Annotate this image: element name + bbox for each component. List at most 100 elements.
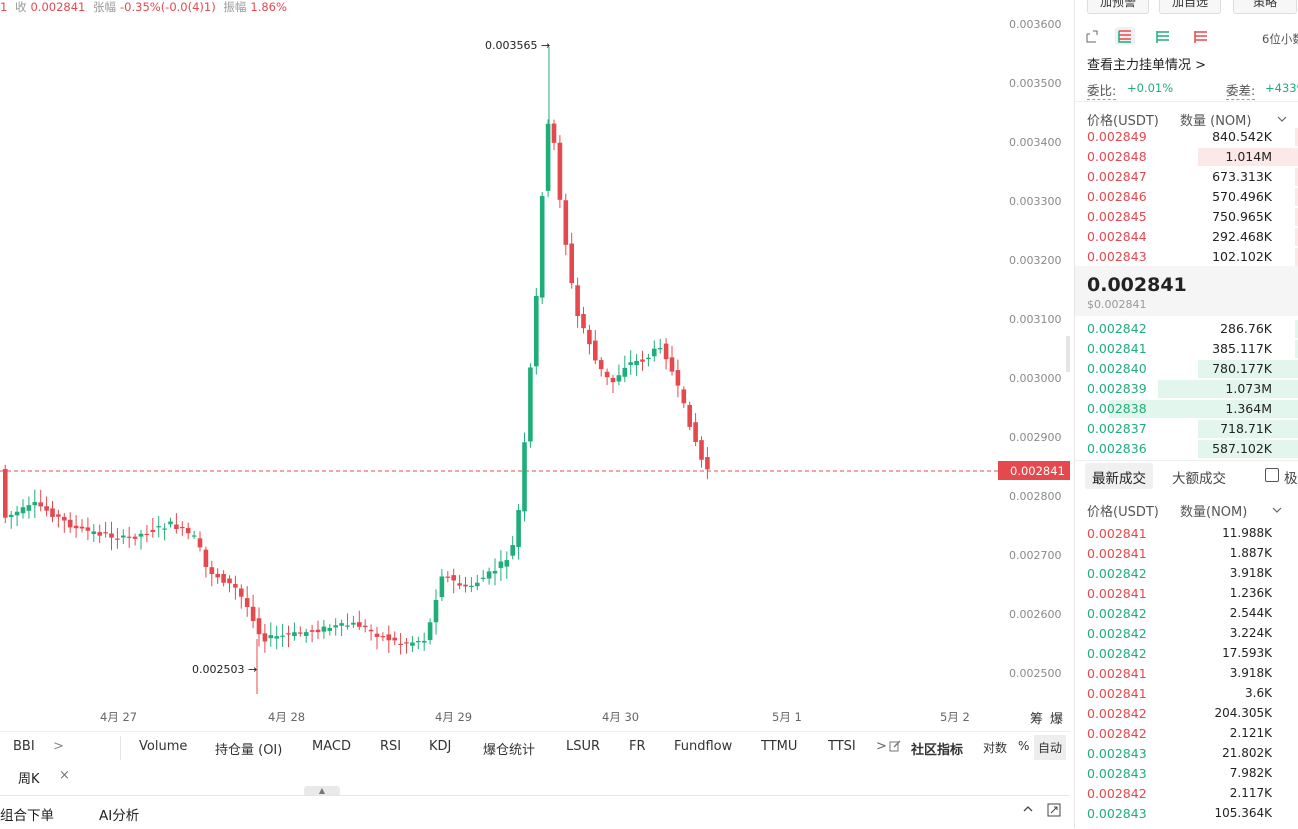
y-axis-label: 0.002500 xyxy=(1009,667,1062,680)
trade-row: 0.002842 2.544K xyxy=(1075,604,1298,624)
indicator-liquidation[interactable]: 爆仓统计 xyxy=(483,743,536,758)
candle xyxy=(351,622,356,625)
candle xyxy=(587,329,592,345)
ask-row[interactable]: 0.002848 1.014M xyxy=(1075,147,1298,167)
expand-icon[interactable] xyxy=(1047,803,1061,821)
ask-row[interactable]: 0.002849 840.542K xyxy=(1075,127,1298,147)
candle xyxy=(50,508,55,517)
indicator-oi[interactable]: 持仓量 (OI) xyxy=(215,743,283,758)
period-bar: 周K × xyxy=(0,764,1070,790)
candle xyxy=(368,629,374,632)
chevron-down-icon[interactable] xyxy=(1271,503,1283,518)
period-weekly[interactable]: 周K xyxy=(18,772,40,787)
trades-qty-header[interactable]: 数量(NOM) xyxy=(1180,505,1248,520)
orderbook-both-icon[interactable] xyxy=(1085,30,1099,47)
collapse-handle[interactable]: ▲ xyxy=(304,786,340,796)
tab-large-trades[interactable]: 大额成交 xyxy=(1172,471,1226,487)
row-qty: 1.073M xyxy=(1225,381,1272,396)
divider xyxy=(1075,101,1298,102)
indicator-fundflow[interactable]: Fundflow xyxy=(674,739,733,754)
candle xyxy=(516,510,521,547)
row-qty: 718.71K xyxy=(1220,421,1272,436)
candlestick-chart[interactable]: 0.003600 0.003500 0.003400 0.003300 0.003200… xyxy=(0,14,1070,730)
candle xyxy=(480,577,486,579)
axis-right-label-2[interactable]: 爆 xyxy=(1050,712,1063,727)
ai-analysis-tab[interactable]: AI分析 xyxy=(99,808,140,824)
tab-latest-trades[interactable]: 最新成交 xyxy=(1092,471,1146,487)
indicator-ttmu[interactable]: TTMU xyxy=(761,739,798,754)
candle xyxy=(622,367,628,377)
indicator-volume[interactable]: Volume xyxy=(139,739,188,754)
ask-row[interactable]: 0.002846 570.496K xyxy=(1075,187,1298,207)
bid-row[interactable]: 0.002837 718.71K xyxy=(1075,419,1298,439)
indicator-lsur[interactable]: LSUR xyxy=(566,739,601,754)
trade-price: 0.002841 xyxy=(1087,546,1147,561)
candle xyxy=(221,573,226,583)
candle xyxy=(227,578,232,584)
ask-row[interactable]: 0.002845 750.965K xyxy=(1075,207,1298,227)
candle xyxy=(262,633,268,642)
panel-resize-handle[interactable] xyxy=(1066,336,1070,372)
depth-bar xyxy=(1294,128,1298,146)
row-price: 0.002848 xyxy=(1087,149,1147,164)
candle xyxy=(539,195,545,298)
orderbook-bids-icon[interactable] xyxy=(1155,30,1171,47)
candle xyxy=(469,585,474,587)
indicator-arrow[interactable]: > xyxy=(53,739,64,754)
candle xyxy=(274,636,279,639)
trade-price: 0.002841 xyxy=(1087,526,1147,541)
chevron-up-icon[interactable] xyxy=(1022,803,1034,819)
row-price: 0.002837 xyxy=(1087,421,1147,436)
candle xyxy=(268,635,274,639)
combo-order-tab[interactable]: 组合下单 xyxy=(0,808,54,824)
candle xyxy=(32,501,38,506)
close-label: 收 xyxy=(14,0,27,14)
trade-row: 0.002842 3.918K xyxy=(1075,564,1298,584)
auto-toggle[interactable]: 自动 xyxy=(1034,735,1067,760)
ask-row[interactable]: 0.002847 673.313K xyxy=(1075,167,1298,187)
candle xyxy=(250,606,256,622)
bid-row[interactable]: 0.002840 780.177K xyxy=(1075,359,1298,379)
bid-row[interactable]: 0.002838 1.364M xyxy=(1075,399,1298,419)
ask-row[interactable]: 0.002843 102.102K xyxy=(1075,247,1298,267)
row-qty: 102.102K xyxy=(1212,249,1272,264)
axis-right-label-1[interactable]: 筹 xyxy=(1030,711,1043,727)
log-scale-toggle[interactable]: 对数 xyxy=(983,741,1008,755)
candle xyxy=(439,576,445,598)
add-watchlist-button[interactable]: 加自选 xyxy=(1159,0,1221,14)
orderbook-asks-icon[interactable] xyxy=(1193,30,1209,47)
last-price-usd: $0.002841 xyxy=(1087,298,1147,311)
filter-checkbox[interactable] xyxy=(1265,468,1279,482)
ask-row[interactable]: 0.002844 292.468K xyxy=(1075,227,1298,247)
bid-row[interactable]: 0.002836 587.102K xyxy=(1075,439,1298,459)
indicator-ttsi[interactable]: TTSI xyxy=(828,739,856,754)
candle xyxy=(522,442,527,512)
main-orders-link[interactable]: 查看主力挂单情况 > xyxy=(1087,58,1207,73)
orderbook-mode-icon[interactable] xyxy=(1115,27,1135,45)
bid-row[interactable]: 0.002842 286.76K xyxy=(1075,319,1298,339)
bid-row[interactable]: 0.002841 385.117K xyxy=(1075,339,1298,359)
strategy-button[interactable]: 策略 xyxy=(1233,0,1297,14)
ratio-label: 委比: xyxy=(1087,80,1117,100)
indicators-more-arrow[interactable]: > xyxy=(876,739,887,754)
indicator-rsi[interactable]: RSI xyxy=(380,739,402,754)
community-indicators[interactable]: 社区指标 xyxy=(911,743,964,758)
period-close-icon[interactable]: × xyxy=(59,768,70,783)
indicator-fr[interactable]: FR xyxy=(629,739,646,754)
percent-toggle[interactable]: % xyxy=(1018,739,1030,753)
candle xyxy=(280,635,285,637)
current-price-tag-bg xyxy=(998,461,1070,480)
chevron-down-icon[interactable] xyxy=(1276,112,1288,127)
candle xyxy=(681,389,687,404)
indicator-macd[interactable]: MACD xyxy=(312,739,351,754)
bid-row[interactable]: 0.002839 1.073M xyxy=(1075,379,1298,399)
orderbook-qty-header[interactable]: 数量 (NOM) xyxy=(1180,114,1252,129)
trade-qty: 2.121K xyxy=(1229,726,1272,740)
edit-icon[interactable] xyxy=(889,740,901,756)
indicator-kdj[interactable]: KDJ xyxy=(429,739,452,754)
indicator-bbi[interactable]: BBI xyxy=(13,739,35,754)
add-alert-button[interactable]: 加预警 xyxy=(1087,0,1149,14)
decimal-select[interactable]: 6位小数 xyxy=(1262,32,1298,46)
candle xyxy=(256,618,262,635)
row-qty: 1.364M xyxy=(1225,401,1272,416)
